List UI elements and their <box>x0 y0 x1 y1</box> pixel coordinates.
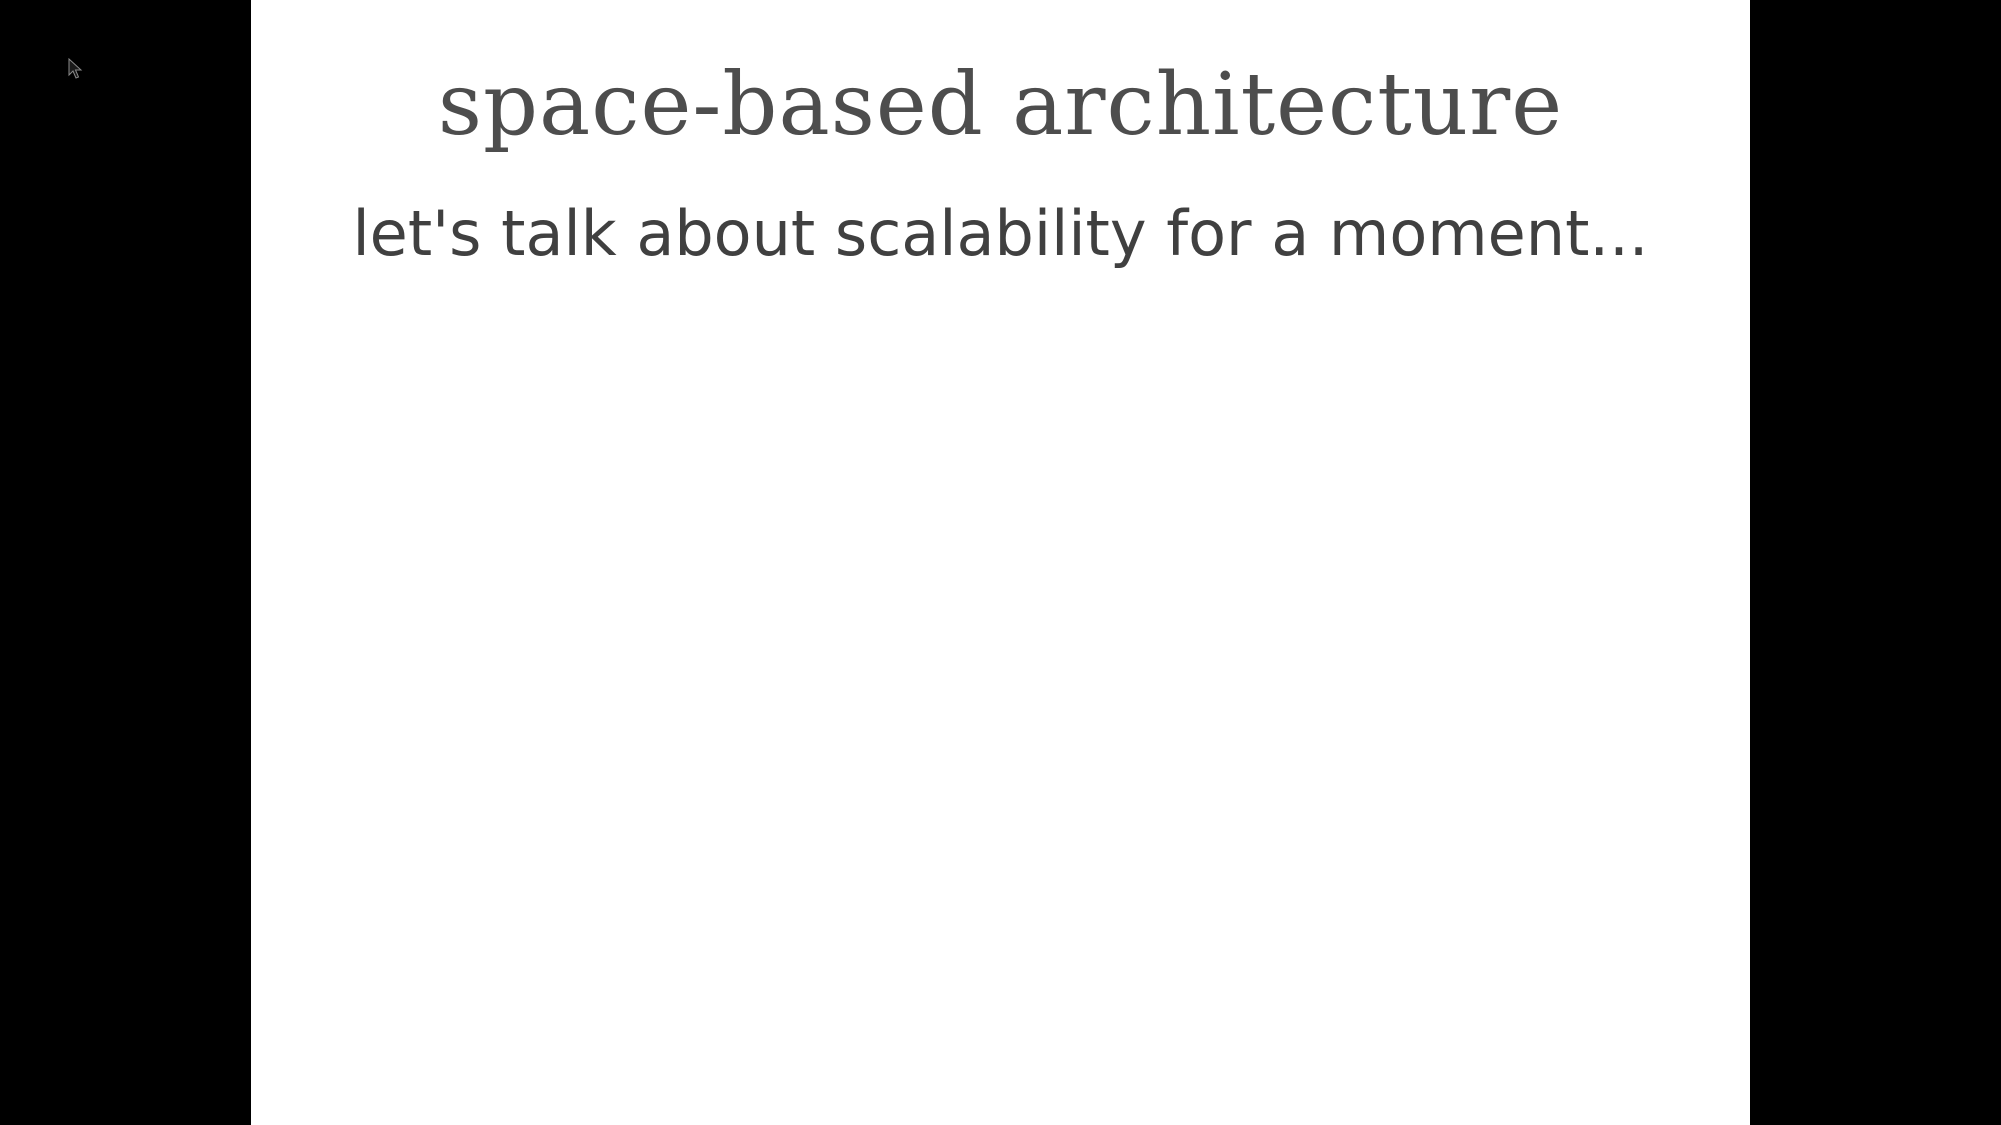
mouse-pointer-icon <box>68 58 83 79</box>
slide-canvas: space-based architecture let's talk abou… <box>251 0 1750 1125</box>
slide-subtitle: let's talk about scalability for a momen… <box>352 197 1649 270</box>
slide-title: space-based architecture <box>437 55 1564 155</box>
